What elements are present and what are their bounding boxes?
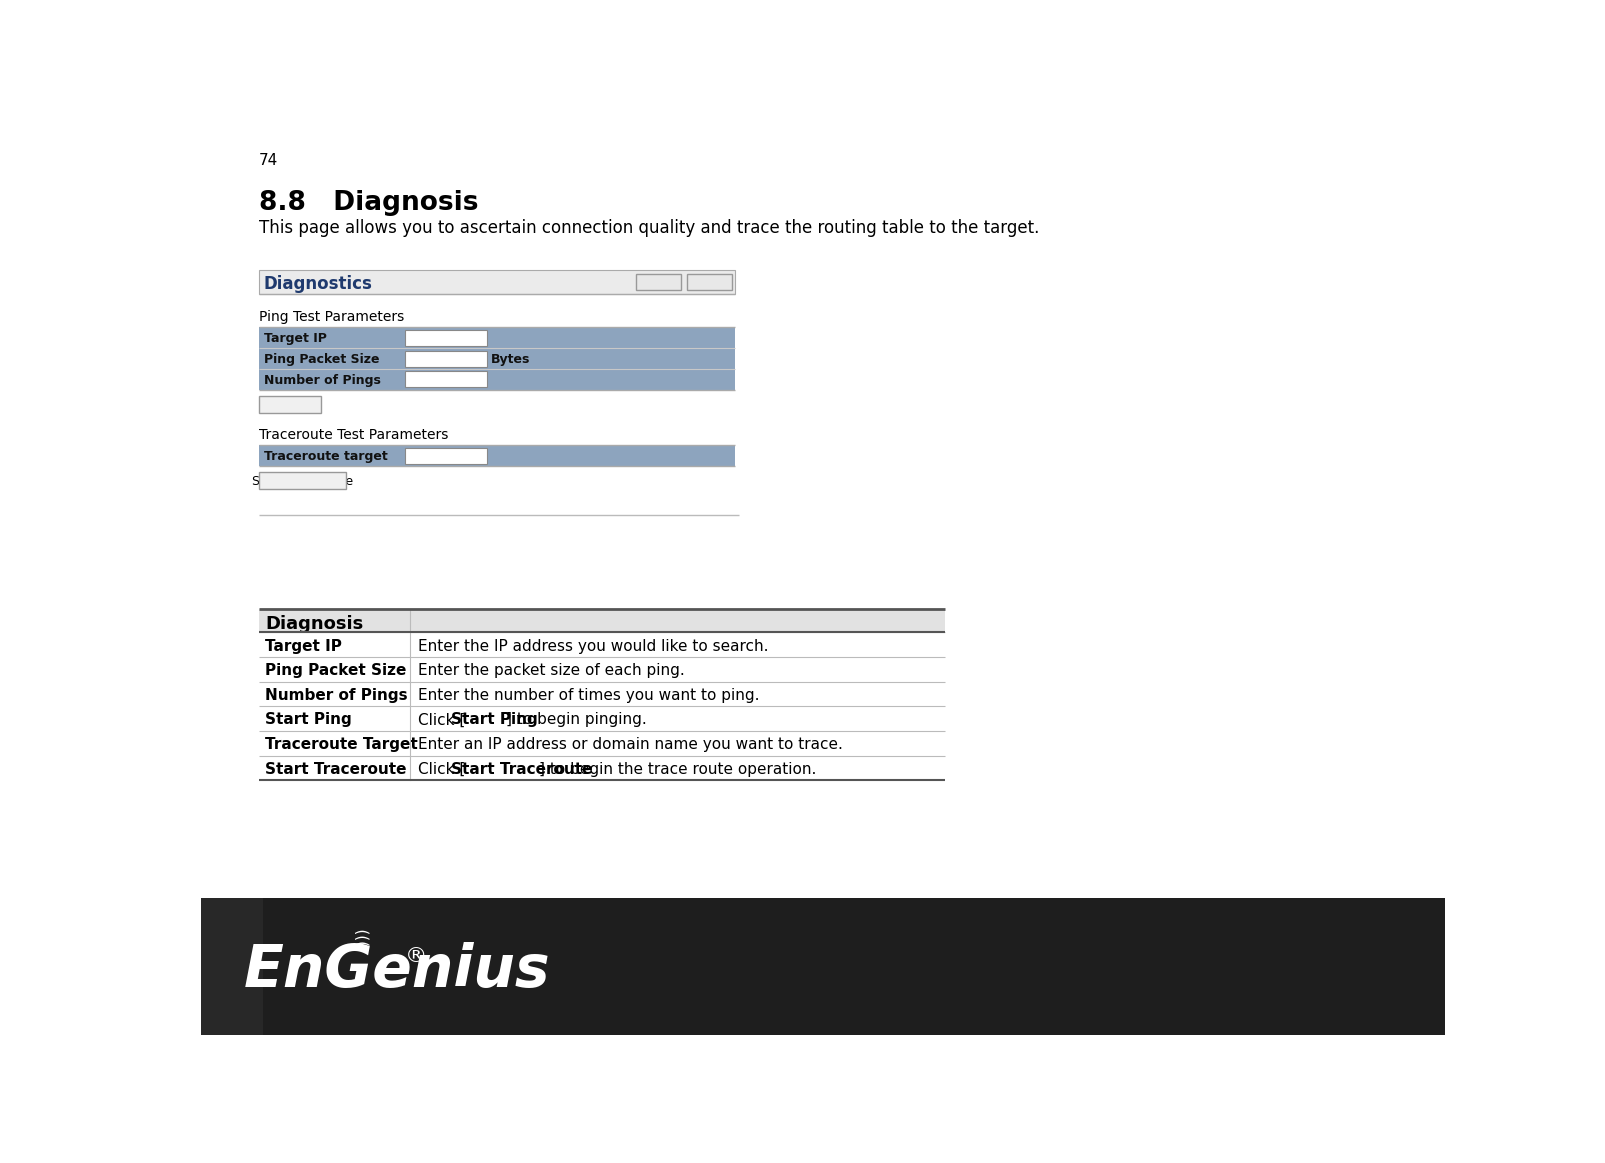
Text: Diagnosis: Diagnosis bbox=[265, 615, 363, 633]
Text: ))): ))) bbox=[356, 919, 371, 946]
Bar bbox=[636, 273, 681, 291]
Text: Enter the number of times you want to ping.: Enter the number of times you want to pi… bbox=[417, 687, 759, 702]
Text: Target IP: Target IP bbox=[265, 638, 342, 654]
Text: Enter the packet size of each ping.: Enter the packet size of each ping. bbox=[417, 663, 684, 678]
Text: Enter the IP address you would like to search.: Enter the IP address you would like to s… bbox=[417, 638, 767, 654]
Bar bbox=[258, 328, 735, 348]
Text: Start Ping: Start Ping bbox=[451, 713, 538, 727]
Text: Home: Home bbox=[640, 277, 677, 290]
Bar bbox=[258, 609, 944, 633]
Text: ®: ® bbox=[404, 946, 427, 965]
Bar bbox=[404, 330, 486, 345]
Bar bbox=[404, 350, 486, 366]
Text: Reset: Reset bbox=[692, 277, 727, 290]
Text: Target IP: Target IP bbox=[263, 333, 326, 345]
Text: Ping Packet Size: Ping Packet Size bbox=[265, 663, 406, 678]
Text: 64: 64 bbox=[408, 352, 424, 366]
Text: Diagnostics: Diagnostics bbox=[263, 276, 372, 293]
Text: Bytes: Bytes bbox=[491, 352, 530, 366]
Bar bbox=[258, 271, 735, 293]
Text: Start Ping: Start Ping bbox=[265, 713, 351, 727]
Text: ] to begin pinging.: ] to begin pinging. bbox=[506, 713, 645, 727]
Text: Start Traceroute: Start Traceroute bbox=[252, 476, 353, 488]
Text: This page allows you to ascertain connection quality and trace the routing table: This page allows you to ascertain connec… bbox=[258, 219, 1038, 237]
Text: EnGenius: EnGenius bbox=[244, 942, 549, 999]
Bar bbox=[404, 371, 486, 387]
Bar bbox=[258, 348, 735, 369]
Text: Ping Packet Size: Ping Packet Size bbox=[263, 352, 379, 366]
Text: Click [: Click [ bbox=[417, 713, 465, 727]
Text: Enter an IP address or domain name you want to trace.: Enter an IP address or domain name you w… bbox=[417, 737, 843, 752]
Bar bbox=[258, 395, 321, 413]
Bar bbox=[258, 472, 345, 490]
Text: ] to begin the trace route operation.: ] to begin the trace route operation. bbox=[538, 762, 815, 777]
Text: Ping Test Parameters: Ping Test Parameters bbox=[258, 311, 404, 324]
Bar bbox=[201, 898, 263, 1035]
Bar bbox=[687, 273, 732, 291]
Text: Click [: Click [ bbox=[417, 762, 465, 777]
Text: Start Traceroute: Start Traceroute bbox=[451, 762, 592, 777]
Text: 8.8   Diagnosis: 8.8 Diagnosis bbox=[258, 190, 478, 215]
Bar bbox=[404, 448, 486, 464]
Text: 74: 74 bbox=[258, 154, 278, 169]
Text: 4: 4 bbox=[408, 373, 416, 386]
Text: Traceroute Test Parameters: Traceroute Test Parameters bbox=[258, 428, 448, 442]
Text: Number of Pings: Number of Pings bbox=[263, 373, 380, 386]
Text: Start Traceroute: Start Traceroute bbox=[265, 762, 406, 777]
Bar bbox=[258, 445, 735, 466]
Text: Start Ping: Start Ping bbox=[258, 399, 321, 412]
Text: Traceroute Target: Traceroute Target bbox=[265, 737, 417, 752]
Text: Traceroute target: Traceroute target bbox=[263, 450, 387, 463]
Bar bbox=[258, 369, 735, 390]
Bar bbox=[201, 898, 1444, 1035]
Text: Number of Pings: Number of Pings bbox=[265, 687, 408, 702]
